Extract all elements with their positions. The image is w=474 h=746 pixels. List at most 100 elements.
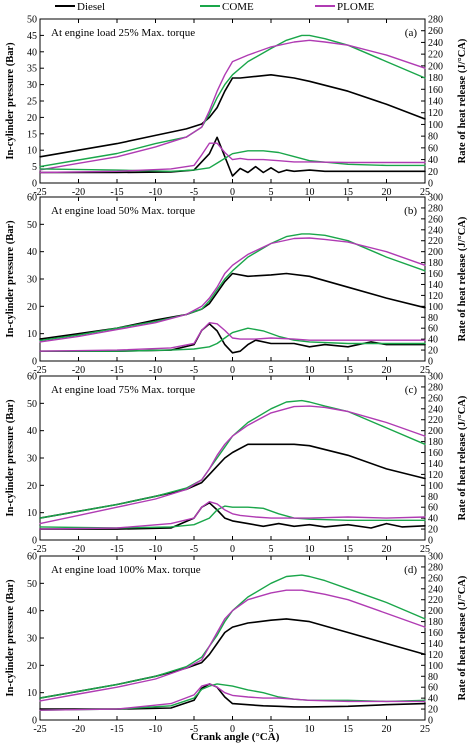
x-tick-label: -10 bbox=[149, 365, 162, 376]
y2-tick-label: 280 bbox=[428, 382, 443, 393]
y2-tick-label: 180 bbox=[428, 73, 443, 84]
y2-tick-label: 140 bbox=[428, 459, 443, 470]
y2-tick-label: 20 bbox=[428, 525, 438, 536]
y-tick-label: 40 bbox=[27, 247, 37, 258]
y2-tick-label: 260 bbox=[428, 573, 443, 584]
y-tick-label: 50 bbox=[27, 579, 37, 590]
series-line-come-heat-release bbox=[39, 327, 426, 352]
y-tick-label: 15 bbox=[27, 129, 37, 140]
panel-annotation: At engine load 100% Max. torque bbox=[51, 564, 201, 576]
y2-tick-label: 60 bbox=[428, 503, 438, 514]
x-tick-label: -10 bbox=[149, 544, 162, 555]
x-tick-label: -15 bbox=[110, 724, 123, 735]
y2-tick-label: 60 bbox=[428, 143, 438, 154]
x-tick-label: 25 bbox=[420, 187, 430, 198]
y2-tick-label: 140 bbox=[428, 97, 443, 108]
y2-tick-label: 20 bbox=[428, 167, 438, 178]
y-tick-label: 0 bbox=[32, 716, 37, 727]
y2-tick-label: 240 bbox=[428, 38, 443, 49]
x-tick-label: 15 bbox=[343, 724, 353, 735]
y-tick-label: 10 bbox=[27, 688, 37, 699]
y-tick-label: 5 bbox=[32, 162, 37, 173]
x-tick-label: 5 bbox=[269, 544, 274, 555]
y2-tick-label: 20 bbox=[428, 346, 438, 357]
y-tick-label: 60 bbox=[27, 193, 37, 204]
series-line-plome-heat-release bbox=[39, 322, 426, 352]
y2-tick-label: 0 bbox=[428, 357, 433, 368]
series-line-diesel-heat-release bbox=[39, 136, 426, 177]
y2-tick-label: 260 bbox=[428, 26, 443, 37]
x-tick-label: -5 bbox=[190, 724, 198, 735]
series-line-diesel-pressure bbox=[39, 272, 426, 340]
y2-tick-label: 240 bbox=[428, 404, 443, 415]
series-line-plome-heat-release bbox=[39, 501, 426, 530]
panel-label: (d) bbox=[404, 564, 417, 576]
series-line-plome-heat-release bbox=[39, 683, 426, 711]
y-tick-label: 50 bbox=[27, 15, 37, 26]
x-tick-label: -15 bbox=[110, 187, 123, 198]
y2-tick-label: 220 bbox=[428, 595, 443, 606]
y-tick-label: 50 bbox=[27, 220, 37, 231]
y2-tick-label: 160 bbox=[428, 269, 443, 280]
plot-frame bbox=[39, 375, 426, 541]
y-tick-label: 35 bbox=[27, 64, 37, 75]
y2-tick-label: 60 bbox=[428, 324, 438, 335]
panel-label: (a) bbox=[405, 27, 418, 39]
panel-annotation: At engine load 50% Max. torque bbox=[51, 205, 195, 217]
y2-tick-label: 260 bbox=[428, 393, 443, 404]
y2-tick-label: 200 bbox=[428, 247, 443, 258]
y2-tick-label: 220 bbox=[428, 236, 443, 247]
panel-d: -25 -20 -15 -10 -5 0 5 10 15 20 250102030405060020… bbox=[5, 552, 468, 736]
y2-tick-label: 200 bbox=[428, 426, 443, 437]
y2-tick-label: 200 bbox=[428, 61, 443, 72]
x-tick-label: 20 bbox=[382, 365, 392, 376]
x-tick-label: 10 bbox=[305, 724, 315, 735]
y2-tick-label: 240 bbox=[428, 225, 443, 236]
x-tick-label: 20 bbox=[382, 724, 392, 735]
y-tick-label: 0 bbox=[32, 179, 37, 190]
x-tick-label: 0 bbox=[230, 365, 235, 376]
y-tick-label: 30 bbox=[27, 454, 37, 465]
x-tick-label: 5 bbox=[269, 365, 274, 376]
x-tick-label: -10 bbox=[149, 187, 162, 198]
y2-tick-label: 300 bbox=[428, 552, 443, 563]
series-line-come-pressure bbox=[39, 399, 426, 519]
y2-axis-title: Rate of heat release (J/°CA) bbox=[457, 38, 468, 163]
x-tick-label: -25 bbox=[33, 365, 46, 376]
x-tick-label: 20 bbox=[382, 187, 392, 198]
y2-tick-label: 80 bbox=[428, 313, 438, 324]
series-line-come-heat-release bbox=[39, 505, 426, 529]
y2-tick-label: 100 bbox=[428, 661, 443, 672]
y-tick-label: 60 bbox=[27, 372, 37, 383]
panel-c: -25 -20 -15 -10 -5 0 5 10 15 20 250102030405060020… bbox=[5, 372, 468, 556]
y-tick-label: 45 bbox=[27, 31, 37, 42]
y2-tick-label: 0 bbox=[428, 716, 433, 727]
y-tick-label: 30 bbox=[27, 275, 37, 286]
y2-tick-label: 180 bbox=[428, 258, 443, 269]
x-axis-title: Crank angle (°CA) bbox=[191, 731, 280, 743]
y2-tick-label: 100 bbox=[428, 120, 443, 131]
y-tick-label: 20 bbox=[27, 302, 37, 313]
panel-label: (c) bbox=[405, 384, 418, 396]
y2-tick-label: 40 bbox=[428, 694, 438, 705]
x-tick-label: -20 bbox=[72, 724, 85, 735]
x-tick-label: 10 bbox=[305, 365, 315, 376]
series-line-diesel-pressure bbox=[39, 74, 426, 158]
y2-tick-label: 100 bbox=[428, 302, 443, 313]
x-tick-label: 15 bbox=[343, 544, 353, 555]
y-tick-label: 40 bbox=[27, 606, 37, 617]
y2-tick-label: 220 bbox=[428, 50, 443, 61]
panel-b: -25 -20 -15 -10 -5 0 5 10 15 20 250102030405060020… bbox=[5, 193, 468, 377]
series-line-come-pressure bbox=[39, 233, 426, 342]
x-tick-label: -25 bbox=[33, 187, 46, 198]
y2-axis-title: Rate of heat release (J/°CA) bbox=[457, 575, 468, 700]
y2-tick-label: 40 bbox=[428, 514, 438, 525]
y2-tick-label: 280 bbox=[428, 562, 443, 573]
y-tick-label: 0 bbox=[32, 536, 37, 547]
x-tick-label: -5 bbox=[190, 365, 198, 376]
x-tick-label: 5 bbox=[269, 187, 274, 198]
chart-panels: -25 -20 -15 -10 -5 0 5 10 15 20 250510152025303540… bbox=[5, 15, 468, 736]
x-tick-label: -5 bbox=[190, 544, 198, 555]
y-tick-label: 50 bbox=[27, 399, 37, 410]
y-tick-label: 60 bbox=[27, 552, 37, 563]
